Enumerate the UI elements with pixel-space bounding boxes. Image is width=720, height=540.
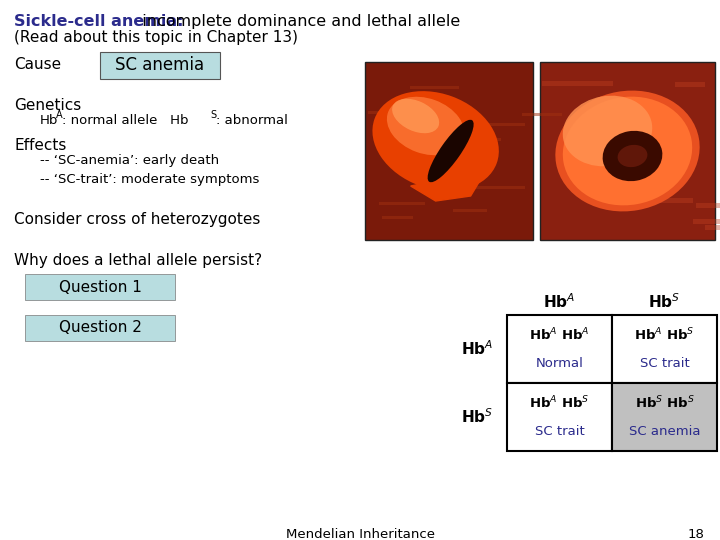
FancyBboxPatch shape [507, 383, 612, 451]
Bar [599, 159, 637, 164]
Text: Cause: Cause [14, 57, 61, 72]
Text: Genetics: Genetics [14, 98, 81, 113]
Text: Why does a lethal allele persist?: Why does a lethal allele persist? [14, 253, 262, 268]
Ellipse shape [563, 97, 692, 205]
Text: Effects: Effects [14, 138, 66, 153]
Text: Hb$^S$ Hb$^S$: Hb$^S$ Hb$^S$ [634, 395, 694, 411]
Text: -- ‘SC-anemia’: early death: -- ‘SC-anemia’: early death [40, 154, 219, 167]
Text: Hb$^S$: Hb$^S$ [649, 293, 680, 312]
Bar [654, 162, 691, 167]
Ellipse shape [555, 91, 700, 212]
Bar [562, 99, 607, 104]
Text: A: A [56, 110, 63, 120]
FancyBboxPatch shape [612, 315, 717, 383]
FancyBboxPatch shape [100, 52, 220, 79]
Bar [503, 135, 534, 138]
Ellipse shape [603, 131, 662, 181]
Text: 18: 18 [687, 528, 704, 540]
Text: Hb$^A$ Hb$^S$: Hb$^A$ Hb$^S$ [529, 395, 590, 411]
Text: SC trait: SC trait [639, 357, 689, 370]
Text: Mendelian Inheritance: Mendelian Inheritance [286, 528, 434, 540]
Text: Hb: Hb [40, 114, 58, 127]
FancyBboxPatch shape [25, 315, 175, 341]
Ellipse shape [392, 99, 439, 133]
Text: SC anemia: SC anemia [115, 57, 204, 75]
Bar [551, 189, 591, 194]
Text: Hb$^A$: Hb$^A$ [461, 340, 493, 359]
Ellipse shape [372, 91, 499, 191]
Bar [499, 99, 548, 102]
Bar [527, 194, 553, 197]
Bar [692, 84, 720, 89]
Text: Hb$^A$ Hb$^S$: Hb$^A$ Hb$^S$ [634, 327, 695, 343]
FancyBboxPatch shape [25, 274, 175, 300]
Text: incomplete dominance and lethal allele: incomplete dominance and lethal allele [132, 14, 460, 29]
Text: Question 2: Question 2 [58, 321, 141, 335]
Ellipse shape [428, 120, 474, 182]
Text: : abnormal: : abnormal [216, 114, 288, 127]
Text: Consider cross of heterozygotes: Consider cross of heterozygotes [14, 212, 261, 227]
Bar [393, 95, 440, 98]
Bar [365, 128, 409, 131]
FancyBboxPatch shape [507, 315, 612, 383]
Text: SC anemia: SC anemia [629, 426, 701, 438]
Ellipse shape [563, 96, 652, 166]
Bar [702, 173, 720, 178]
Text: Normal: Normal [536, 357, 583, 370]
Ellipse shape [618, 145, 647, 167]
Text: Sickle-cell anemia:: Sickle-cell anemia: [14, 14, 184, 29]
Text: SC trait: SC trait [535, 426, 585, 438]
Polygon shape [410, 171, 485, 201]
Text: (Read about this topic in Chapter 13): (Read about this topic in Chapter 13) [14, 30, 298, 45]
Text: Hb$^S$: Hb$^S$ [461, 408, 493, 427]
Bar [365, 62, 533, 240]
FancyBboxPatch shape [612, 383, 717, 451]
Text: : normal allele   Hb: : normal allele Hb [62, 114, 189, 127]
Bar [402, 149, 428, 152]
Bar [695, 200, 720, 205]
Bar [504, 84, 560, 87]
Text: Question 1: Question 1 [58, 280, 141, 294]
Ellipse shape [387, 97, 464, 155]
Text: Hb$^A$: Hb$^A$ [544, 293, 576, 312]
Text: -- ‘SC-trait’: moderate symptoms: -- ‘SC-trait’: moderate symptoms [40, 173, 259, 186]
Bar [540, 62, 715, 240]
Bar [488, 187, 527, 190]
Text: Hb$^A$ Hb$^A$: Hb$^A$ Hb$^A$ [529, 327, 590, 343]
Bar [485, 107, 518, 110]
Bar [425, 197, 460, 200]
Text: S: S [210, 110, 216, 120]
Bar [568, 100, 602, 105]
